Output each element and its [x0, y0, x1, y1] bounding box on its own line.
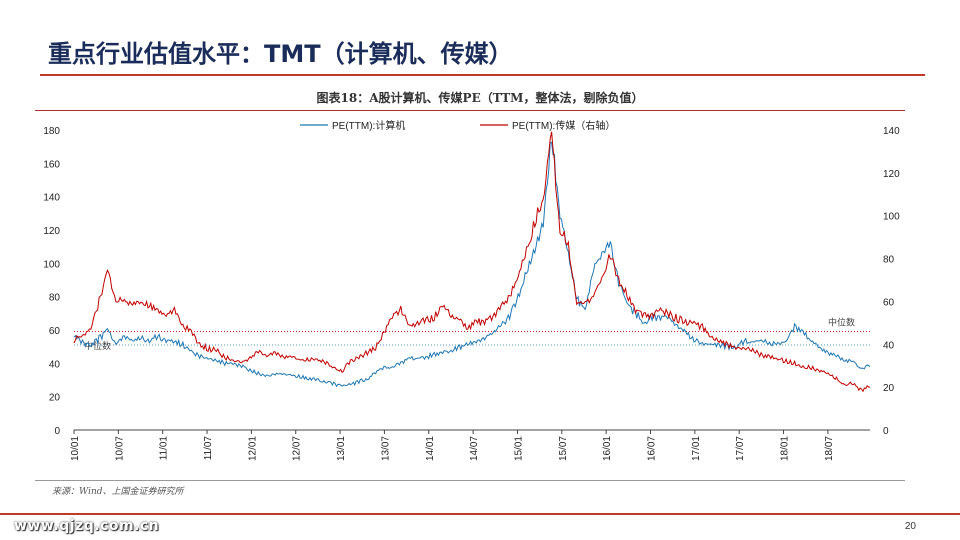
- series-line-computer: [73, 141, 871, 388]
- left-tick-label: 160: [43, 159, 60, 170]
- right-tick-label: 100: [883, 212, 900, 223]
- left-tick-label: 40: [49, 359, 61, 370]
- footer-divider: [0, 513, 960, 515]
- x-tick-label: 15/07: [558, 436, 569, 461]
- left-tick-label: 20: [49, 393, 61, 404]
- title-divider: [40, 74, 925, 76]
- left-tick-label: 180: [43, 126, 60, 137]
- x-tick-label: 18/01: [780, 436, 791, 461]
- x-tick-label: 11/01: [159, 436, 170, 461]
- right-tick-label: 20: [883, 383, 895, 394]
- caption-divider: [35, 110, 905, 111]
- x-tick-label: 12/07: [292, 436, 303, 461]
- right-tick-label: 120: [883, 169, 900, 180]
- right-tick-label: 0: [883, 426, 889, 437]
- slide-title: 重点行业估值水平：TMT（计算机、传媒）: [48, 40, 513, 68]
- right-tick-label: 40: [883, 340, 895, 351]
- median-label-right: 中位数: [828, 316, 855, 327]
- x-tick-label: 15/01: [513, 436, 524, 461]
- x-tick-label: 16/07: [646, 436, 657, 461]
- x-tick-label: 11/07: [203, 436, 214, 461]
- legend-label-computer: PE(TTM):计算机: [332, 119, 405, 132]
- source-note: 来源：Wind、上国金证券研究所: [52, 487, 184, 497]
- right-tick-label: 80: [883, 255, 895, 266]
- source-divider: [35, 480, 905, 481]
- left-tick-label: 120: [43, 226, 60, 237]
- chart: 0 20 40 60 80 100 120 140 160 180 0 20 40 60 80 100 120 1…: [43, 119, 900, 461]
- left-tick-label: 0: [54, 426, 60, 437]
- legend-label-media: PE(TTM):传媒（右轴）: [512, 119, 615, 132]
- x-tick-label: 17/01: [691, 436, 702, 461]
- x-tick-label: 14/01: [425, 436, 436, 461]
- series-line-media: [73, 131, 870, 393]
- x-tick-label: 17/07: [735, 436, 746, 461]
- x-tick-label: 12/01: [247, 436, 258, 461]
- watermark: www.qjzq.com.cn: [14, 518, 160, 534]
- left-tick-label: 140: [43, 193, 60, 204]
- right-tick-label: 60: [883, 297, 895, 308]
- x-tick-label: 13/01: [336, 436, 347, 461]
- chart-title: 图表18：A股计算机、传媒PE（TTM，整体法，剔除负值）: [316, 91, 644, 105]
- page-number: 20: [904, 521, 916, 532]
- median-label-left: 中位数: [84, 340, 111, 351]
- x-tick-label: 14/07: [469, 436, 480, 461]
- x-tick-label: 10/07: [114, 436, 125, 461]
- left-tick-label: 100: [43, 259, 60, 270]
- right-tick-label: 140: [883, 126, 900, 137]
- x-tick-label: 16/01: [602, 436, 613, 461]
- x-tick-label: 10/01: [70, 436, 81, 461]
- left-tick-label: 60: [49, 326, 61, 337]
- x-tick-label: 18/07: [824, 436, 835, 461]
- left-tick-label: 80: [49, 293, 61, 304]
- x-tick-label: 13/07: [380, 436, 391, 461]
